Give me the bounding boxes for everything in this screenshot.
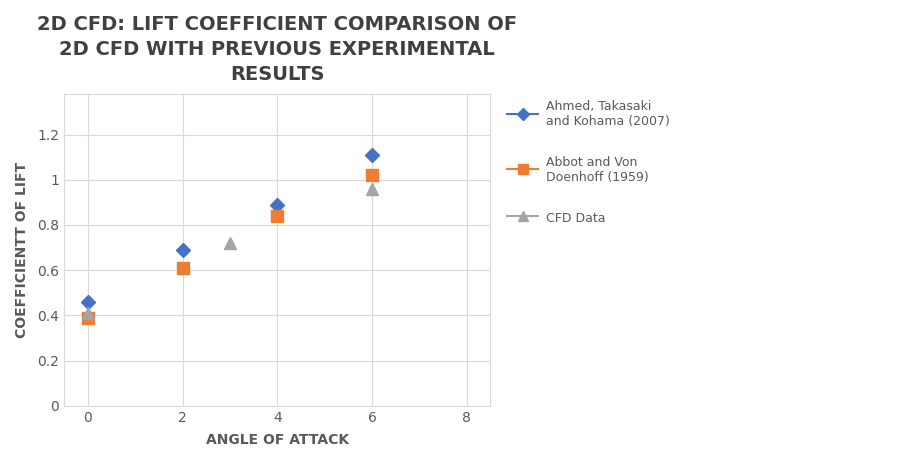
Y-axis label: COEFFICIENTT OF LIFT: COEFFICIENTT OF LIFT [15, 162, 29, 338]
X-axis label: ANGLE OF ATTACK: ANGLE OF ATTACK [205, 433, 349, 447]
Title: 2D CFD: LIFT COEFFICIENT COMPARISON OF
2D CFD WITH PREVIOUS EXPERIMENTAL
RESULTS: 2D CFD: LIFT COEFFICIENT COMPARISON OF 2… [37, 15, 517, 84]
Ahmed, Takasaki
and Kohama (2007) [272, 202, 283, 207]
Ahmed, Takasaki
and Kohama (2007) [177, 247, 188, 253]
CFD Data [367, 186, 378, 192]
Ahmed, Takasaki
and Kohama (2007) [367, 152, 378, 158]
Line: Abbot and Von
Doenhoff (1959): Abbot and Von Doenhoff (1959) [82, 170, 378, 323]
Abbot and Von
Doenhoff (1959) [177, 265, 188, 271]
Legend: Ahmed, Takasaki
and Kohama (2007), Abbot and Von
Doenhoff (1959), CFD Data: Ahmed, Takasaki and Kohama (2007), Abbot… [501, 94, 676, 231]
Abbot and Von
Doenhoff (1959) [83, 315, 94, 321]
Abbot and Von
Doenhoff (1959) [367, 172, 378, 178]
Abbot and Von
Doenhoff (1959) [272, 213, 283, 219]
CFD Data [83, 310, 94, 316]
Line: CFD Data: CFD Data [82, 183, 378, 319]
Ahmed, Takasaki
and Kohama (2007) [83, 299, 94, 304]
CFD Data [224, 240, 235, 246]
Line: Ahmed, Takasaki
and Kohama (2007): Ahmed, Takasaki and Kohama (2007) [83, 150, 377, 307]
